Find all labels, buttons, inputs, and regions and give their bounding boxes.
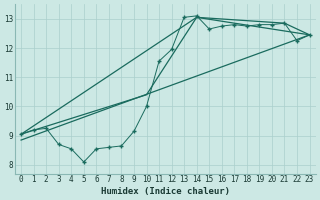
X-axis label: Humidex (Indice chaleur): Humidex (Indice chaleur) bbox=[101, 187, 230, 196]
